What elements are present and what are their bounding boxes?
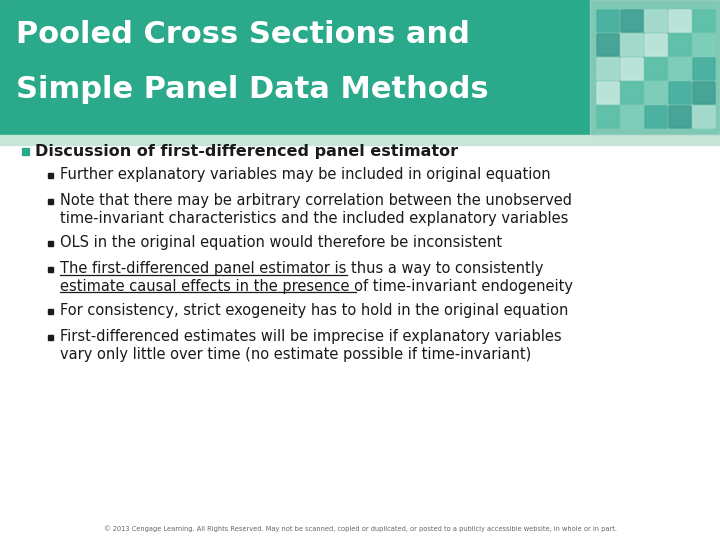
Text: Further explanatory variables may be included in original equation: Further explanatory variables may be inc… [60, 167, 551, 183]
FancyBboxPatch shape [693, 58, 715, 80]
FancyBboxPatch shape [669, 82, 691, 104]
Text: © 2013 Cengage Learning. All Rights Reserved. May not be scanned, copied or dupl: © 2013 Cengage Learning. All Rights Rese… [104, 525, 616, 532]
Text: Simple Panel Data Methods: Simple Panel Data Methods [16, 75, 489, 104]
Text: For consistency, strict exogeneity has to hold in the original equation: For consistency, strict exogeneity has t… [60, 303, 568, 319]
Bar [590, 0, 720, 135]
Bar [48, 199, 53, 204]
Bar [48, 308, 53, 314]
Text: time-invariant characteristics and the included explanatory variables: time-invariant characteristics and the i… [60, 211, 568, 226]
FancyBboxPatch shape [597, 106, 619, 128]
FancyBboxPatch shape [669, 106, 691, 128]
Bar [48, 172, 53, 178]
FancyBboxPatch shape [621, 34, 643, 56]
Bar [0, 0, 720, 135]
Text: OLS in the original equation would therefore be inconsistent: OLS in the original equation would there… [60, 235, 502, 251]
Text: Discussion of first-differenced panel estimator: Discussion of first-differenced panel es… [35, 144, 458, 159]
Text: Pooled Cross Sections and: Pooled Cross Sections and [16, 20, 470, 49]
Bar [0, 135, 720, 145]
Bar [22, 148, 29, 155]
FancyBboxPatch shape [645, 106, 667, 128]
FancyBboxPatch shape [621, 106, 643, 128]
FancyBboxPatch shape [669, 34, 691, 56]
FancyBboxPatch shape [621, 58, 643, 80]
FancyBboxPatch shape [693, 10, 715, 32]
FancyBboxPatch shape [693, 106, 715, 128]
Bar [48, 334, 53, 340]
FancyBboxPatch shape [645, 10, 667, 32]
FancyBboxPatch shape [645, 58, 667, 80]
FancyBboxPatch shape [693, 34, 715, 56]
FancyBboxPatch shape [669, 10, 691, 32]
Bar [48, 267, 53, 272]
Text: Note that there may be arbitrary correlation between the unobserved: Note that there may be arbitrary correla… [60, 193, 572, 208]
Text: First-differenced estimates will be imprecise if explanatory variables: First-differenced estimates will be impr… [60, 329, 562, 345]
FancyBboxPatch shape [669, 58, 691, 80]
FancyBboxPatch shape [621, 10, 643, 32]
FancyBboxPatch shape [597, 82, 619, 104]
FancyBboxPatch shape [693, 82, 715, 104]
Bar [48, 240, 53, 246]
FancyBboxPatch shape [645, 34, 667, 56]
FancyBboxPatch shape [645, 82, 667, 104]
FancyBboxPatch shape [597, 58, 619, 80]
Text: The first-differenced panel estimator is thus a way to consistently: The first-differenced panel estimator is… [60, 261, 544, 276]
FancyBboxPatch shape [597, 34, 619, 56]
Text: estimate causal effects in the presence of time-invariant endogeneity: estimate causal effects in the presence … [60, 279, 573, 294]
FancyBboxPatch shape [597, 10, 619, 32]
Text: vary only little over time (no estimate possible if time-invariant): vary only little over time (no estimate … [60, 347, 531, 361]
FancyBboxPatch shape [621, 82, 643, 104]
